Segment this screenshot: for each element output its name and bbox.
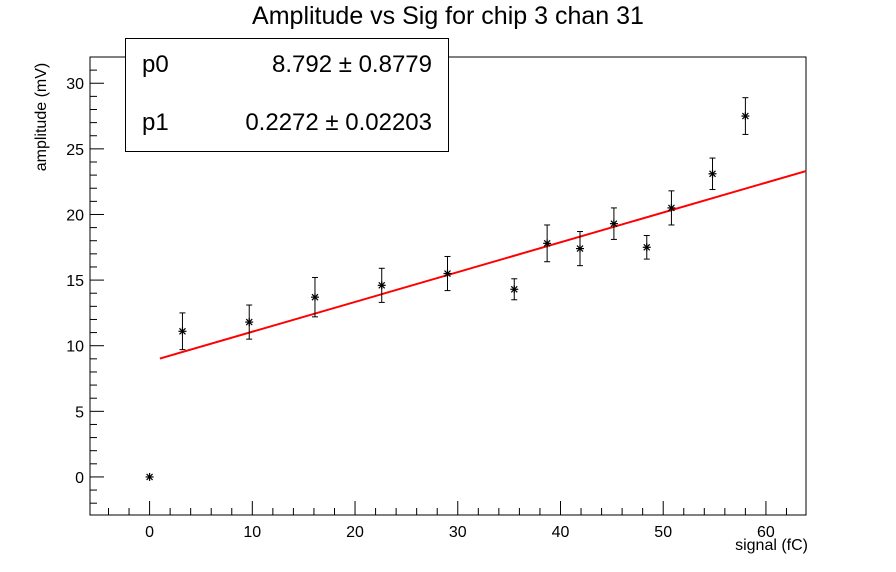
y-tick-label: 5	[75, 404, 84, 421]
y-tick-label: 20	[66, 207, 84, 224]
fit-line	[159, 170, 807, 360]
data-point	[145, 472, 154, 481]
marker-stroke	[245, 318, 253, 326]
data-point	[708, 157, 717, 191]
stat-row-p0: p0 8.792 ± 0.8779	[142, 51, 432, 81]
data-point	[310, 276, 319, 318]
x-tick-label: 50	[654, 524, 672, 541]
stat-p1-value: 0.2272 ± 0.02203	[245, 109, 432, 136]
x-axis-label: signal (fC)	[735, 537, 808, 554]
chart-title: Amplitude vs Sig for chip 3 chan 31	[252, 2, 644, 30]
fit-stats-box: p0 8.792 ± 0.8779 p1 0.2272 ± 0.02203	[125, 38, 449, 152]
data-point	[667, 190, 676, 226]
x-tick-label: 30	[449, 524, 467, 541]
marker-stroke	[444, 270, 451, 277]
marker-stroke	[668, 204, 675, 212]
y-tick-label: 30	[66, 76, 84, 93]
data-point	[377, 267, 386, 303]
marker-stroke	[146, 473, 154, 481]
marker-stroke	[709, 170, 716, 178]
y-tick-label: 10	[66, 339, 84, 356]
y-tick-label: 25	[66, 142, 84, 159]
marker-stroke	[576, 245, 584, 253]
data-point	[245, 304, 254, 340]
marker-stroke	[510, 285, 518, 293]
stat-p0-value: 8.792 ± 0.8779	[272, 51, 432, 78]
x-tick-label: 10	[243, 524, 261, 541]
stat-row-p1: p1 0.2272 ± 0.02203	[142, 109, 432, 139]
marker-stroke	[610, 220, 618, 228]
stat-p0-label: p0	[142, 51, 169, 78]
x-tick-label: 20	[346, 524, 364, 541]
data-point	[543, 224, 552, 263]
data-point	[510, 278, 519, 301]
x-tick-label: 0	[145, 524, 154, 541]
data-point	[609, 207, 618, 240]
marker-stroke	[179, 327, 186, 335]
data-point	[642, 234, 651, 260]
marker-stroke	[378, 281, 386, 289]
y-tick-label: 15	[66, 273, 84, 290]
marker-stroke	[741, 112, 749, 120]
data-point	[741, 97, 750, 135]
y-axis-label: amplitude (mV)	[33, 62, 50, 172]
marker-stroke	[543, 239, 551, 247]
data-point	[576, 231, 585, 267]
marker-stroke	[643, 243, 651, 251]
data-point	[178, 312, 187, 351]
data-point	[443, 255, 452, 292]
stat-p1-label: p1	[142, 109, 169, 136]
y-tick-label: 0	[75, 470, 84, 487]
x-tick-label: 60	[757, 524, 775, 541]
x-tick-label: 40	[552, 524, 570, 541]
marker-stroke	[311, 293, 319, 301]
